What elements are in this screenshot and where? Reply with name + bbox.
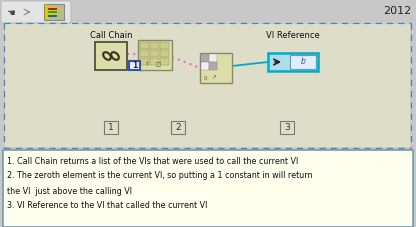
Bar [160,42,169,49]
Bar [201,62,209,70]
Bar [44,4,64,20]
Bar [129,61,140,70]
Text: 2012: 2012 [383,6,411,16]
Bar [209,62,217,70]
Text: Call Chain: Call Chain [90,32,132,40]
Bar [268,53,318,71]
Text: 1: 1 [108,123,114,131]
Bar [200,53,232,83]
Text: b: b [301,57,305,67]
Bar [150,42,159,49]
FancyBboxPatch shape [1,1,71,23]
Bar [171,121,185,134]
Bar [3,150,413,227]
Text: 2. The zeroth element is the current VI, so putting a 1 constant in will return: 2. The zeroth element is the current VI,… [7,172,312,180]
Text: 0: 0 [203,76,207,81]
Bar [201,54,209,62]
Text: 2: 2 [175,123,181,131]
Bar [160,58,169,65]
Text: 3. VI Reference to the VI that called the current VI: 3. VI Reference to the VI that called th… [7,202,207,210]
Bar [160,50,169,57]
Text: the VI  just above the calling VI: the VI just above the calling VI [7,187,132,195]
Bar [104,121,118,134]
Bar [280,121,294,134]
Polygon shape [46,5,58,19]
Bar [150,50,159,57]
Text: ↑: ↑ [145,62,149,67]
Text: ☚: ☚ [7,8,15,18]
Bar [209,54,217,62]
Text: □: □ [155,62,161,67]
Text: 1: 1 [132,61,137,70]
Bar [5,24,410,147]
Text: VI Reference: VI Reference [266,32,320,40]
Bar [290,55,316,69]
Bar [140,42,149,49]
Text: ↗: ↗ [212,76,216,81]
Text: 3: 3 [284,123,290,131]
Bar [138,40,172,70]
Bar [95,42,127,70]
Bar [140,58,149,65]
Bar [150,58,159,65]
Bar [140,50,149,57]
Text: 1. Call Chain returns a list of the VIs that were used to call the current VI: 1. Call Chain returns a list of the VIs … [7,156,298,165]
